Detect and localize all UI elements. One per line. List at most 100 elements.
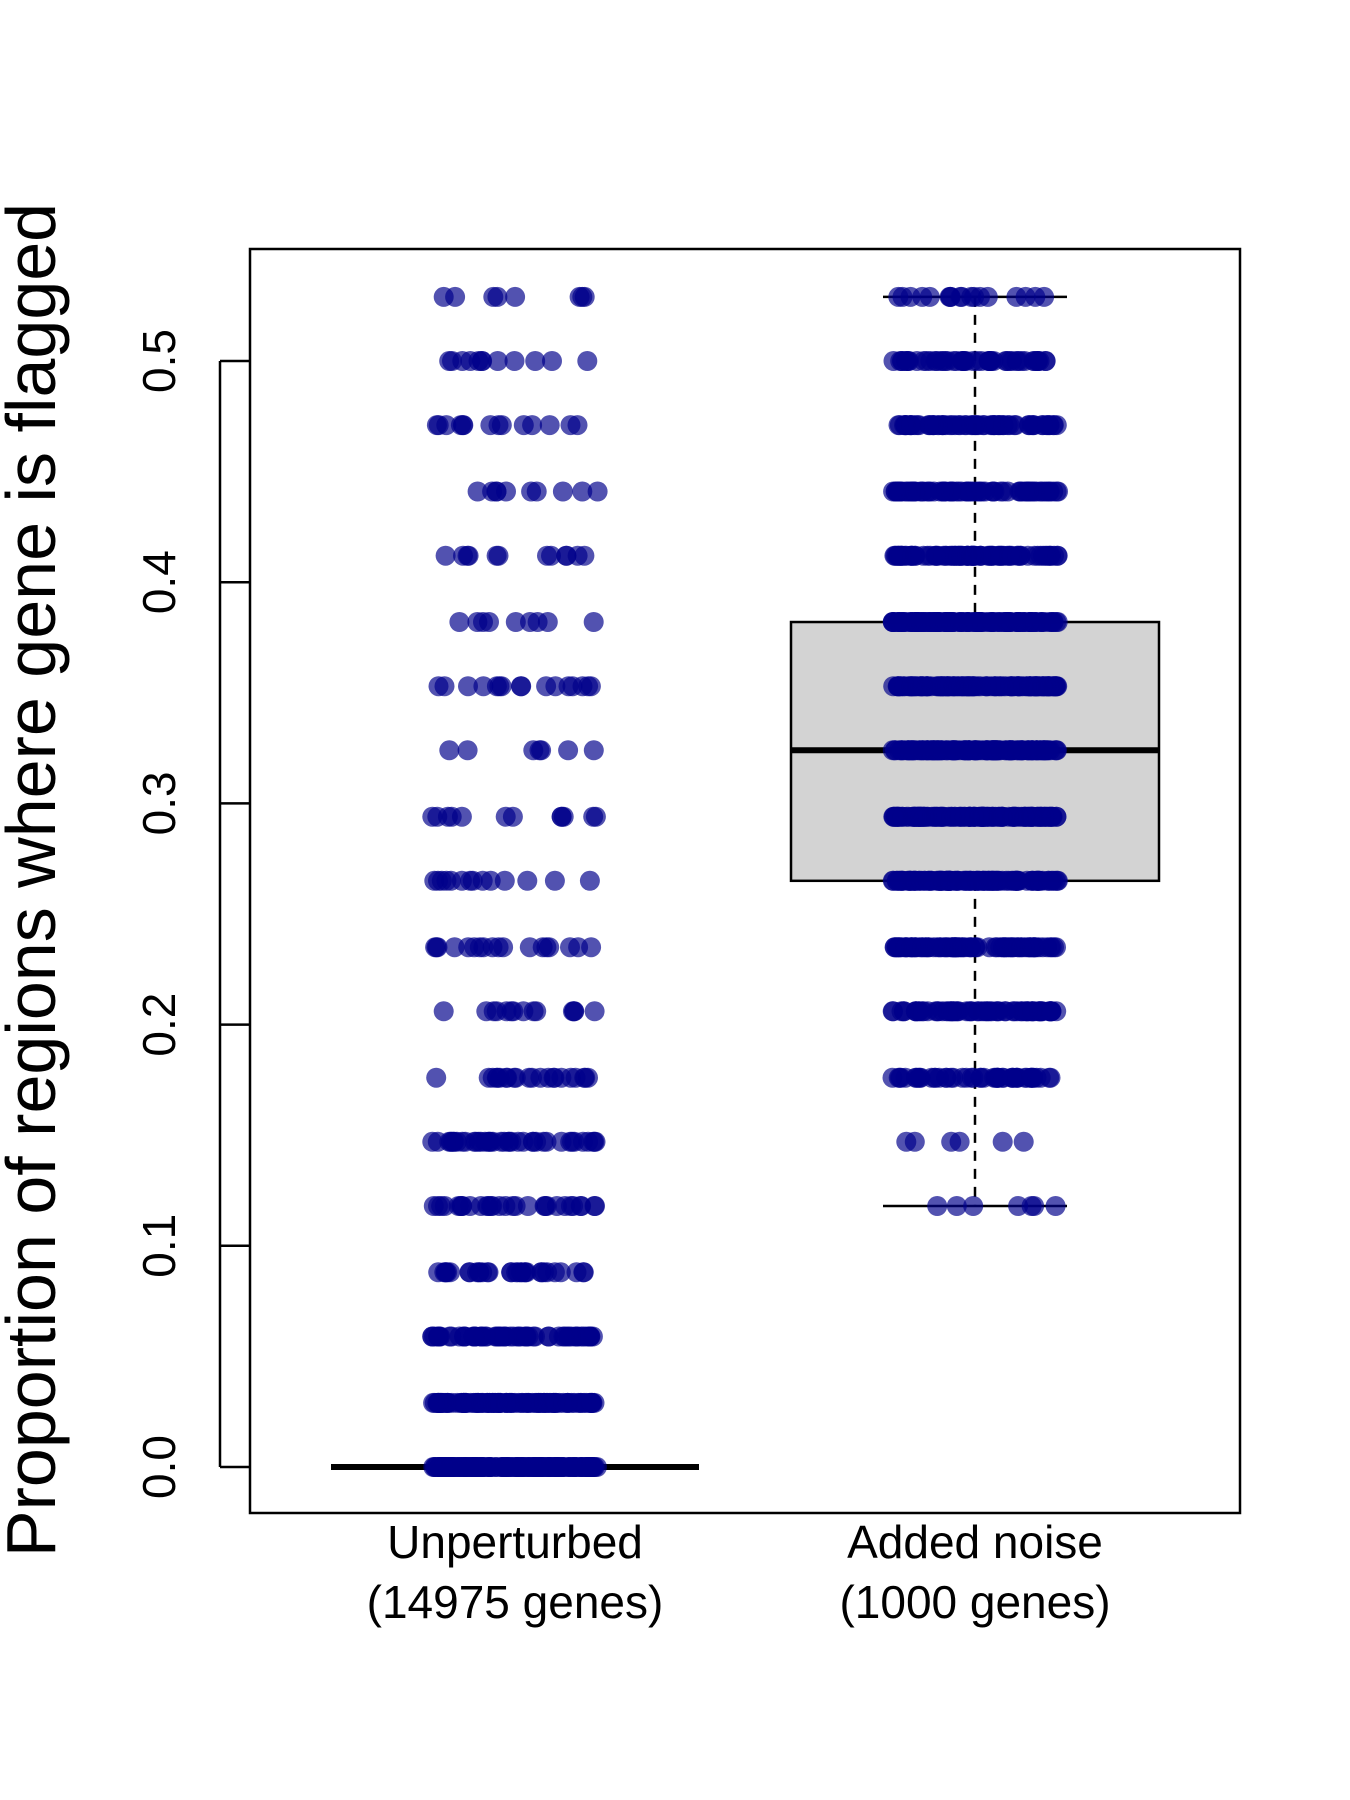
data-point: [488, 937, 509, 958]
data-point: [448, 1196, 469, 1216]
data-point: [963, 1196, 984, 1216]
data-point: [1040, 1067, 1061, 1088]
data-point: [462, 870, 483, 891]
data-point: [1035, 351, 1056, 371]
data-point: [575, 1067, 596, 1088]
data-point: [488, 415, 509, 436]
data-point: [1013, 1131, 1034, 1152]
data-point: [888, 286, 909, 307]
data-point: [562, 676, 583, 697]
data-point: [1020, 937, 1041, 958]
data-point: [539, 415, 560, 436]
data-point: [487, 351, 508, 371]
data-point: [553, 806, 574, 827]
data-point: [468, 1131, 489, 1152]
data-point: [984, 415, 1004, 436]
data-point: [537, 1262, 558, 1283]
data-point: [428, 1196, 448, 1216]
data-point: [584, 1001, 605, 1022]
data-point: [479, 1392, 500, 1413]
data-point: [921, 415, 941, 436]
data-point: [538, 1326, 559, 1347]
data-point: [422, 806, 443, 827]
data-point: [958, 612, 978, 632]
y-tick-label: 0.5: [133, 329, 185, 393]
data-point: [577, 351, 598, 371]
data-point: [536, 1131, 557, 1152]
data-point: [537, 1392, 558, 1413]
data-point: [904, 1131, 925, 1152]
x-axis-labels: Unperturbed (14975 genes) Added noise (1000…: [367, 1516, 1111, 1628]
data-point: [479, 612, 499, 632]
data-point: [457, 740, 478, 761]
data-point: [467, 481, 488, 502]
data-point: [946, 1001, 966, 1022]
data-point: [920, 481, 940, 502]
data-point: [453, 1392, 474, 1413]
data-point: [572, 481, 593, 502]
data-point: [1033, 806, 1054, 827]
data-point: [925, 1067, 946, 1088]
data-point: [979, 351, 999, 371]
data-point: [440, 1131, 461, 1152]
data-point: [511, 1457, 532, 1477]
data-point: [901, 545, 922, 566]
data-point: [1022, 740, 1043, 761]
data-point: [572, 286, 593, 307]
data-point: [464, 937, 485, 958]
data-point: [441, 1326, 462, 1347]
x-tick-sublabel: (14975 genes): [367, 1576, 664, 1628]
x-tick-sublabel: (1000 genes): [839, 1576, 1110, 1628]
data-point: [431, 870, 452, 891]
data-point: [989, 612, 1010, 632]
data-point: [954, 806, 975, 827]
data-point: [480, 1457, 501, 1477]
data-point: [1008, 351, 1029, 371]
data-point: [526, 1001, 547, 1022]
data-point: [926, 740, 947, 761]
data-point: [995, 1001, 1015, 1022]
data-point: [573, 1262, 594, 1283]
data-point: [579, 870, 600, 891]
data-point: [1001, 545, 1022, 566]
data-point: [522, 415, 543, 436]
y-tick-label: 0.2: [133, 993, 185, 1057]
data-point: [898, 740, 918, 761]
data-point: [498, 1131, 519, 1152]
data-point: [969, 870, 989, 891]
data-point: [1014, 481, 1035, 502]
data-point: [558, 740, 579, 761]
data-point: [952, 1067, 973, 1088]
y-tick-label: 0.4: [133, 550, 185, 614]
data-point: [570, 1457, 591, 1477]
data-point: [552, 481, 573, 502]
data-point: [928, 545, 948, 566]
data-point: [428, 415, 449, 436]
y-tick-label: 0.1: [133, 1214, 185, 1278]
data-point: [932, 351, 953, 371]
data-point: [451, 1457, 472, 1477]
data-point: [486, 481, 507, 502]
data-point: [970, 1067, 991, 1088]
data-point: [578, 676, 599, 697]
data-point: [494, 870, 515, 891]
data-point: [1041, 870, 1062, 891]
data-point: [482, 1196, 503, 1216]
data-point: [437, 1262, 458, 1283]
data-point: [556, 545, 577, 566]
data-point: [562, 1131, 583, 1152]
data-point: [434, 676, 455, 697]
data-point: [483, 286, 504, 307]
data-point: [984, 676, 1005, 697]
data-point: [544, 870, 565, 891]
data-point: [1038, 676, 1059, 697]
y-tick-label: 0.0: [133, 1435, 185, 1499]
data-point: [906, 1067, 927, 1088]
y-axis: 0.0 0.1 0.2 0.3 0.4 0.5: [133, 329, 250, 1499]
data-point: [1031, 612, 1052, 632]
data-point: [546, 1196, 567, 1216]
x-tick-label: Unperturbed: [387, 1516, 643, 1568]
data-point: [1007, 740, 1028, 761]
data-point: [1006, 286, 1027, 307]
